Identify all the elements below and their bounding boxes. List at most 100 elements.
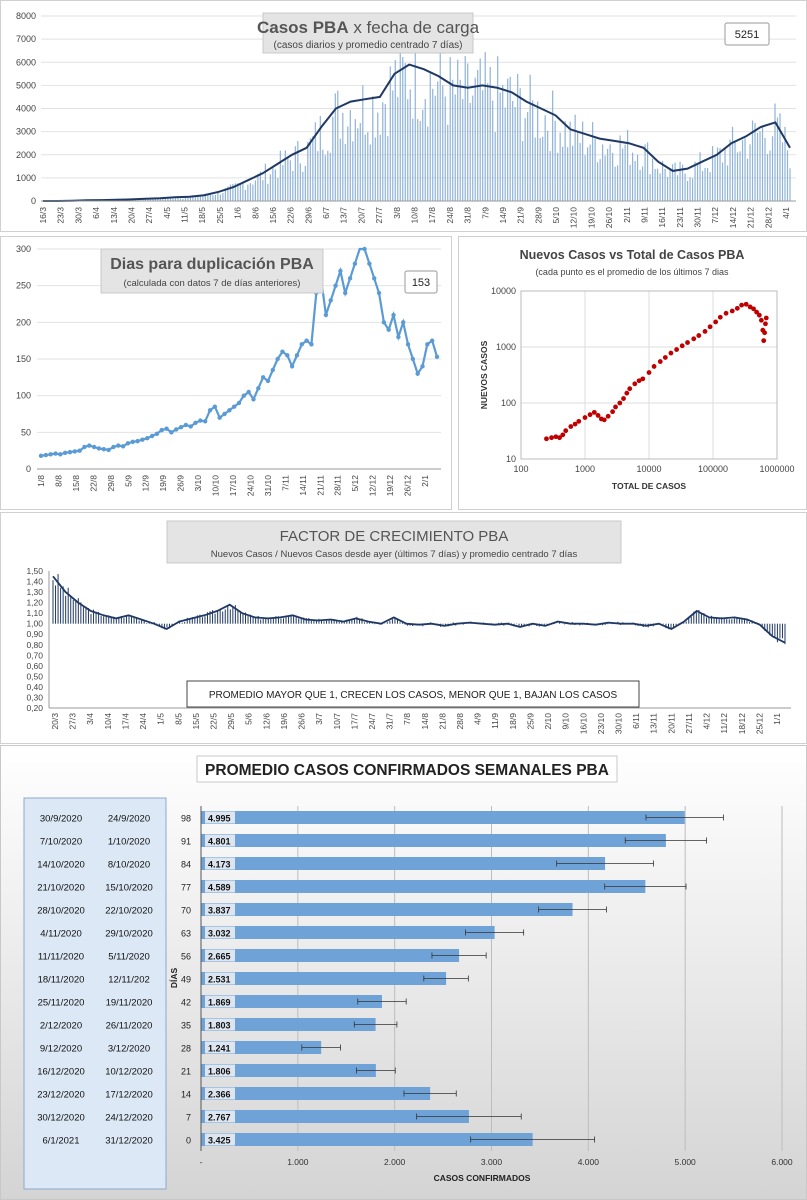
cases-title: Casos PBA x fecha de carga xyxy=(257,18,480,37)
growth-y-tick-label: 1,00 xyxy=(26,619,43,629)
cases-x-tick-label: 15/6 xyxy=(268,207,278,224)
cases-daily-bar xyxy=(532,100,534,201)
doubling-point xyxy=(164,426,169,431)
doubling-point xyxy=(270,367,276,373)
cases-x-tick-label: 17/8 xyxy=(427,207,437,224)
cases-daily-bar xyxy=(254,180,256,201)
cases-daily-bar xyxy=(247,184,249,201)
growth-x-tick-label: 19/6 xyxy=(279,713,289,730)
newvstotal-point xyxy=(632,381,638,387)
cases-daily-bar xyxy=(219,194,221,201)
growth-note: PROMEDIO MAYOR QUE 1, CRECEN LOS CASOS, … xyxy=(209,690,618,701)
cases-x-tick-label: 20/7 xyxy=(356,207,366,224)
growth-x-tick-label: 18/12 xyxy=(737,713,747,735)
newvstotal-point xyxy=(691,336,697,342)
newvstotal-point xyxy=(560,432,566,438)
weekly-data-label: 4.801 xyxy=(208,837,231,847)
doubling-point xyxy=(400,320,406,325)
cases-daily-bar xyxy=(714,154,716,201)
cases-daily-bar xyxy=(731,126,734,201)
doubling-x-tick-label: 5/9 xyxy=(123,475,133,487)
cases-daily-bar xyxy=(197,196,199,201)
cases-daily-bar xyxy=(147,199,149,201)
cases-x-tick-label: 31/8 xyxy=(463,207,473,224)
growth-x-tick-label: 9/10 xyxy=(561,713,571,730)
growth-x-tick-label: 21/8 xyxy=(437,713,447,730)
cases-title-box xyxy=(262,12,474,54)
cases-daily-bar xyxy=(524,118,526,201)
doubling-y-tick-label: 50 xyxy=(21,427,31,437)
cases-daily-bar xyxy=(781,142,784,201)
cases-x-tick-label: 16/3 xyxy=(38,207,48,224)
cases-daily-bar xyxy=(699,152,701,201)
cases-daily-bar xyxy=(237,183,239,201)
weekly-row-days: 49 xyxy=(181,975,191,985)
newvstotal-x-tick-label: 1000000 xyxy=(759,464,794,474)
cases-x-tick-label: 6/4 xyxy=(91,207,101,219)
newvstotal-x-tick-label: 100 xyxy=(513,464,528,474)
cases-daily-bar xyxy=(177,197,179,201)
weekly-row-days: 7 xyxy=(186,1113,191,1123)
cases-daily-bar xyxy=(157,198,159,201)
cases-x-tick-label: 12/10 xyxy=(569,207,579,229)
doubling-point xyxy=(72,449,78,454)
weekly-data-label-bg xyxy=(205,949,235,962)
cases-daily-bar xyxy=(789,168,791,201)
weekly-row-days: 56 xyxy=(181,952,191,962)
cases-x-tick-label: 11/5 xyxy=(180,207,190,223)
doubling-point xyxy=(372,276,377,281)
doubling-point xyxy=(48,452,53,457)
cases-daily-bar xyxy=(776,117,779,201)
cases-x-tick-label: 4/1 xyxy=(781,207,791,219)
doubling-point xyxy=(38,453,44,458)
cases-daily-bar xyxy=(624,144,626,201)
doubling-y-tick-label: 100 xyxy=(16,391,31,401)
newvstotal-point xyxy=(617,400,623,406)
cases-x-tick-label: 5/10 xyxy=(551,207,561,224)
cases-daily-bar xyxy=(574,114,576,201)
growth-x-tick-label: 10/7 xyxy=(332,713,342,730)
growth-y-tick-label: 0,50 xyxy=(26,671,43,681)
cases-daily-bar xyxy=(686,181,689,201)
weekly-row-start-date: 3/12/2020 xyxy=(108,1044,150,1055)
doubling-value-box xyxy=(404,270,438,294)
growth-x-tick-label: 15/5 xyxy=(191,713,201,730)
doubling-point xyxy=(410,356,416,362)
cases-daily-bar xyxy=(669,168,671,201)
doubling-x-tick-label: 26/9 xyxy=(176,475,186,492)
cases-daily-bar xyxy=(562,146,564,201)
weekly-bar xyxy=(201,949,460,962)
weekly-data-label-bg xyxy=(205,811,235,824)
growth-x-tick-label: 17/7 xyxy=(349,713,359,730)
doubling-point xyxy=(396,334,401,340)
cases-daily-bar xyxy=(497,56,499,201)
growth-x-tick-label: 4/12 xyxy=(702,713,712,730)
cases-daily-bar xyxy=(671,164,674,201)
cases-daily-bar xyxy=(602,144,604,201)
cases-x-tick-label: 19/10 xyxy=(586,207,596,229)
doubling-point xyxy=(362,246,367,252)
cases-x-tick-label: 28/12 xyxy=(763,207,773,229)
doubling-point xyxy=(299,342,304,347)
weekly-data-label: 3.032 xyxy=(208,929,231,939)
cases-daily-bar xyxy=(444,96,446,201)
weekly-data-label-bg xyxy=(205,1133,235,1146)
weekly-row-end-date: 11/11/2020 xyxy=(38,952,84,963)
cases-y-tick-label: 5000 xyxy=(16,80,36,90)
cases-daily-bar xyxy=(217,190,219,201)
cases-daily-bar xyxy=(434,95,436,201)
cases-x-tick-label: 1/6 xyxy=(233,207,243,219)
weekly-bar xyxy=(201,880,646,893)
newvstotal-point xyxy=(624,390,630,396)
cases-daily-bar xyxy=(267,183,269,201)
doubling-x-tick-label: 2/1 xyxy=(420,475,430,487)
doubling-x-tick-label: 7/11 xyxy=(280,475,290,491)
cases-x-tick-label: 4/5 xyxy=(162,207,172,219)
newvstotal-point xyxy=(743,301,749,307)
cases-daily-bar xyxy=(509,76,511,201)
cases-daily-bar xyxy=(557,152,559,201)
cases-daily-bar xyxy=(229,184,231,201)
weekly-row-start-date: 5/11/2020 xyxy=(108,952,150,963)
doubling-x-tick-label: 19/9 xyxy=(158,475,168,492)
newvstotal-point xyxy=(621,396,626,401)
